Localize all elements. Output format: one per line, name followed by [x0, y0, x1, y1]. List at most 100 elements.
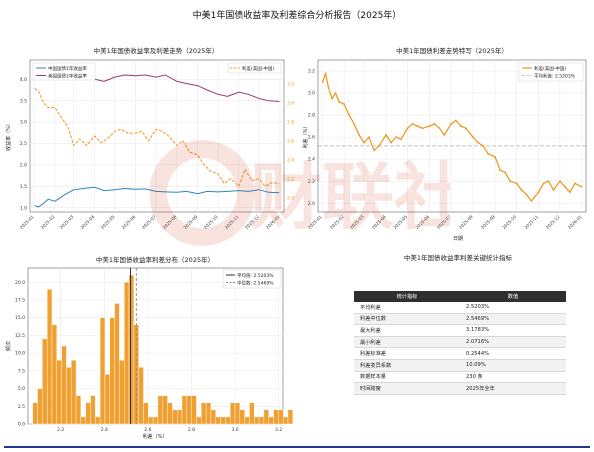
- chart2-legend-mean-label: 平均利差: 2.5203%: [534, 73, 576, 80]
- histogram-bar: [75, 395, 82, 425]
- histogram-bar: [249, 402, 255, 425]
- histogram-bar: [71, 359, 77, 425]
- chart3-y-axis-label: 频次: [5, 341, 12, 351]
- stats-metric-cell: 时间跨度: [354, 382, 460, 395]
- x-tick-label: 2025-06: [121, 214, 137, 230]
- chart2-x-axis-label: 日期: [453, 236, 463, 242]
- y-tick-label: 7.5: [18, 368, 25, 374]
- chart1-legend-us-label: 美国国债1年收益率: [48, 73, 87, 80]
- y-tick-label: 0.0: [18, 422, 25, 428]
- histogram-bar: [46, 289, 53, 425]
- chart2-legend-spread-label: 利差(美国-中国): [534, 65, 566, 72]
- chart3-x-axis-label: 利差（%）: [143, 433, 168, 440]
- y2-tick-label: 2.0: [287, 195, 294, 201]
- histogram-bar: [90, 395, 96, 425]
- x-tick-label: 2025-12: [244, 214, 260, 230]
- chart3-title: 中美1年国债收益率利差分布（2025年）: [96, 255, 214, 264]
- data-point: [509, 180, 511, 183]
- x-tick-label: 2025-07: [141, 214, 157, 230]
- data-point: [573, 182, 576, 185]
- x-tick-label: 2025-02: [329, 214, 345, 230]
- y-tick-label: 2.5: [20, 141, 27, 147]
- y-tick-label: 2.0: [20, 163, 27, 169]
- x-tick-label: 2.4: [101, 427, 108, 433]
- data-point: [411, 122, 414, 125]
- histogram-bar: [148, 416, 154, 425]
- page-title: 中美1年国债收益率及利差综合分析报告（2025年）: [193, 9, 402, 21]
- histogram-bar: [85, 402, 91, 425]
- chart1-legend-cn-label: 中国国债1年收益率: [48, 65, 87, 72]
- histogram-bar: [287, 409, 294, 425]
- x-tick-label: 2025-08: [458, 214, 474, 230]
- y2-tick-label: 2.8: [287, 119, 294, 125]
- spread-histogram: 中美1年国债收益率利差分布（2025年） 0.0 2.5 5.0 7.5 10.0 12.…: [5, 255, 294, 440]
- y-tick-label: 4.0: [20, 77, 27, 83]
- data-point: [482, 145, 484, 147]
- x-tick-label: 2025-09: [183, 214, 199, 230]
- histogram-bar: [42, 338, 48, 425]
- table-row: 时间跨度 2025年全年: [354, 382, 566, 395]
- y-tick-label: 1.0: [20, 205, 27, 211]
- data-point: [331, 97, 333, 100]
- data-point: [580, 185, 583, 188]
- table-row: 数据样本量 230 条: [354, 371, 566, 384]
- chart1-legend-left: 中国国债1年收益率 美国国债1年收益率: [32, 62, 96, 81]
- histogram-bar: [157, 395, 163, 425]
- chart1-x-ticks: 2025-01 2025-02 2025-03 2025-04 2025-05 2025-…: [19, 214, 281, 230]
- histogram-bar: [244, 416, 250, 425]
- chart1-legend-spread-label: 利差(美国-中国): [242, 65, 274, 72]
- data-point: [353, 122, 355, 125]
- histogram-bar: [225, 416, 231, 425]
- y2-tick-label: 2.6: [287, 138, 294, 144]
- stats-value-cell: 3.1783%: [460, 324, 566, 337]
- stats-table-header-row: 统计指标 数值: [354, 291, 566, 302]
- histogram-bar: [32, 402, 38, 425]
- x-tick-label: 2026-01: [567, 214, 583, 230]
- data-point: [416, 125, 419, 127]
- data-point: [542, 182, 545, 185]
- histogram-bar: [104, 374, 110, 425]
- histogram-bar: [172, 409, 178, 425]
- histogram-bar: [201, 402, 207, 425]
- x-tick-label: 2025-05: [392, 214, 408, 230]
- histogram-bar: [51, 324, 57, 425]
- stats-table-header-metric: 统计指标: [354, 291, 460, 302]
- chart2-y-ticks: 2.0 2.2 2.4 2.6 2.8 3.0 3.2: [308, 69, 315, 207]
- stats-table-header-value: 数值: [460, 291, 566, 302]
- x-tick-label: 2025-01: [19, 214, 35, 230]
- histogram-bar: [239, 409, 245, 425]
- y-tick-label: 12.5: [15, 333, 25, 339]
- histogram-bar: [210, 409, 216, 425]
- chart1-y-ticks: 1.0 1.5 2.0 2.5 3.0 3.5 4.0: [20, 77, 27, 211]
- stats-metric-cell: 平均利差: [354, 302, 460, 314]
- stats-value-cell: 2.5203%: [460, 302, 566, 314]
- data-point: [385, 133, 388, 136]
- histogram-bar: [95, 416, 101, 425]
- data-point: [564, 185, 566, 188]
- chart1-legend-left-box: [32, 62, 96, 81]
- table-row: 利差中位数 2.5469%: [354, 313, 566, 326]
- data-point: [338, 100, 340, 103]
- histogram-bar: [177, 409, 183, 425]
- chart3-y-ticks: 0.0 2.5 5.0 7.5 10.0 12.5 15.0 17.5 20.0: [15, 280, 25, 428]
- y-tick-label: 3.0: [308, 91, 315, 97]
- chart3-legend-median-label: 中位数: 2.5469%: [237, 280, 274, 287]
- histogram-bar: [229, 402, 236, 425]
- chart3-legend: 平均值: 2.5203% 中位数: 2.5469%: [222, 269, 282, 289]
- y2-tick-label: 2.2: [287, 176, 294, 182]
- chart3-legend-mean-label: 平均值: 2.5203%: [237, 272, 274, 279]
- y-tick-label: 2.0: [308, 201, 315, 207]
- y2-tick-label: 3.2: [287, 81, 294, 87]
- data-point: [537, 191, 540, 194]
- data-point: [421, 127, 424, 130]
- data-point: [499, 169, 501, 172]
- data-point: [390, 141, 392, 144]
- chart2-title: 中美1年国债利差走势特写（2025年）: [396, 46, 508, 55]
- data-point: [433, 122, 436, 125]
- histogram-bar: [282, 416, 289, 425]
- data-point: [487, 152, 489, 155]
- data-point: [443, 133, 446, 136]
- data-point: [515, 182, 518, 185]
- stats-metric-cell: 最大利差: [354, 324, 460, 337]
